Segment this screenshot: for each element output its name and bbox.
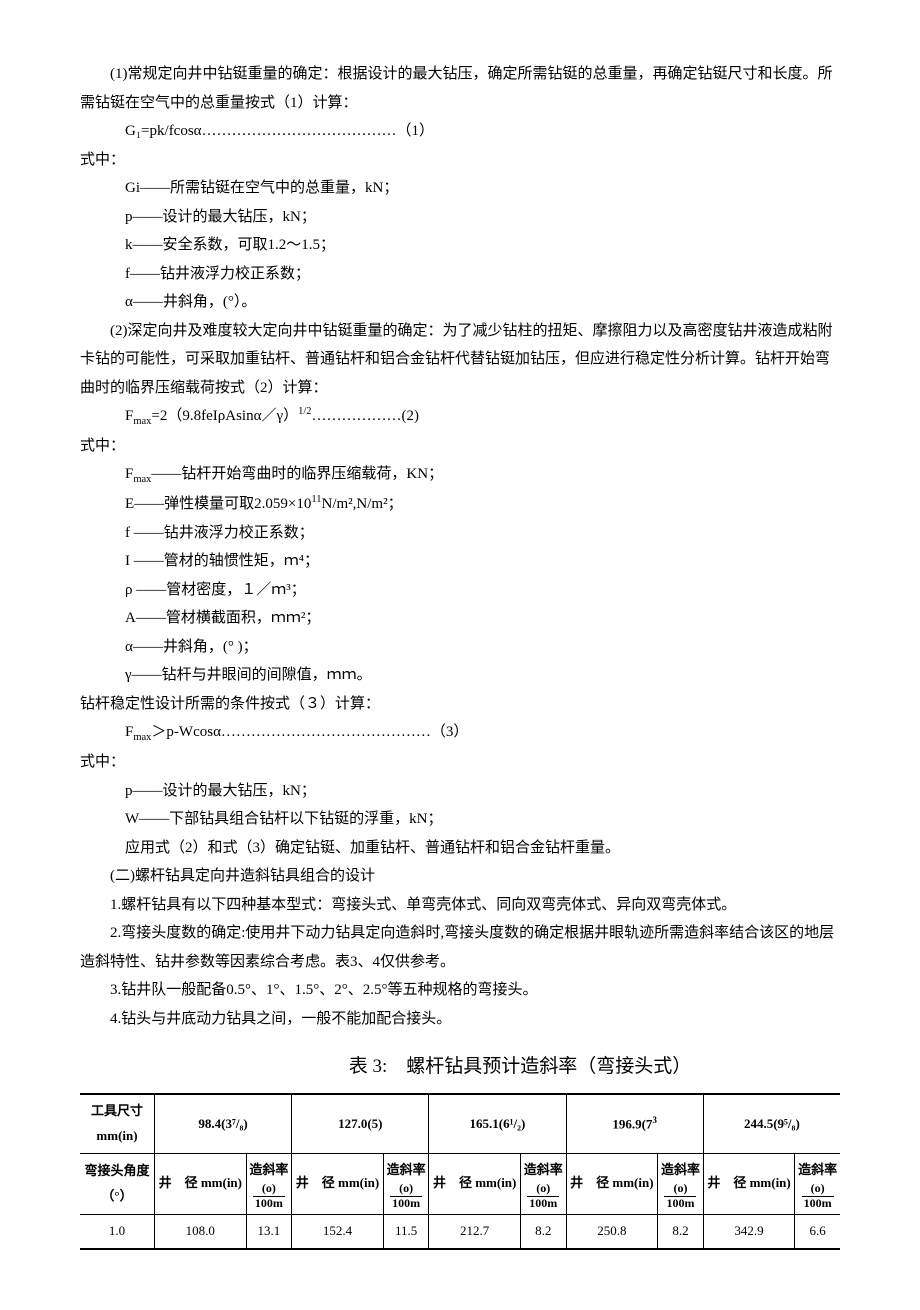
th-size-5: 244.5(9⁵/₈): [703, 1094, 840, 1153]
def-3c: 应用式（2）和式（3）确定钻铤、加重钻杆、普通钻杆和铝合金钻杆重量。: [80, 834, 840, 863]
th-dia-4: 井 径 mm(in): [566, 1153, 658, 1214]
d2b-exp: 11: [311, 494, 321, 505]
rate-label: 造斜率: [798, 1162, 837, 1177]
s2-p2: 2.弯接头度数的确定:使用井下动力钻具定向造斜时,弯接头度数的确定根据井眼轨迹所…: [80, 919, 840, 976]
th-dia-1: 井 径 mm(in): [155, 1153, 247, 1214]
s2-p1: 1.螺杆钻具有以下四种基本型式：弯接头式、单弯壳体式、同向双弯壳体式、异向双弯壳…: [80, 891, 840, 920]
f3-sub: max: [133, 732, 151, 743]
def-3a: p——设计的最大钻压，kN；: [80, 777, 840, 806]
table-row-1: 1.0 108.0 13.1 152.4 11.5 212.7 8.2 250.…: [80, 1214, 840, 1248]
s2-p3: 3.钻井队一般配备0.5°、1°、1.5°、2°、2.5°等五种规格的弯接头。: [80, 976, 840, 1005]
para-3: 钻杆稳定性设计所需的条件按式（３）计算：: [80, 690, 840, 719]
table-3: 工具尺寸 mm(in) 98.4(3⁷/₈) 127.0(5) 165.1(6¹…: [80, 1093, 840, 1249]
th-dia-3: 井 径 mm(in): [429, 1153, 521, 1214]
formula-1: G₁=pk/fcosα…………………………………（1）: [80, 117, 840, 146]
d2b-pre: E——弹性模量可取2.059×10: [125, 496, 311, 512]
shizhong-1: 式中：: [80, 146, 840, 175]
def-1c: k——安全系数，可取1.2～1.5；: [80, 231, 840, 260]
th-size-4: 196.9(73: [566, 1094, 703, 1153]
def-1e: α——井斜角，(°）。: [80, 288, 840, 317]
def-2h: γ——钻杆与井眼间的间隙值，ｍｍ。: [80, 661, 840, 690]
c4-pre: 196.9(7: [612, 1116, 652, 1131]
def-1a: Gi——所需钻铤在空气中的总重量，kN；: [80, 174, 840, 203]
table-row-header-2: 弯接头角度（°） 井 径 mm(in) 造斜率(o)100m 井 径 mm(in…: [80, 1153, 840, 1214]
shizhong-3: 式中：: [80, 748, 840, 777]
th-rate-3: 造斜率(o)100m: [520, 1153, 566, 1214]
rate-den: 100m: [527, 1197, 559, 1210]
def-1b: p——设计的最大钻压，kN；: [80, 203, 840, 232]
rate-den: 100m: [802, 1197, 834, 1210]
th-rate-5: 造斜率(o)100m: [795, 1153, 840, 1214]
table-row-header-1: 工具尺寸 mm(in) 98.4(3⁷/₈) 127.0(5) 165.1(6¹…: [80, 1094, 840, 1153]
formula-2: Fmax=2（9.8feIρAsinα／γ）1/2………………(2): [80, 402, 840, 432]
f2-dots: ………………(2): [312, 408, 420, 424]
formula-3: Fmax＞p-Wcosα……………………………………（3）: [80, 718, 840, 748]
th-size-2: 127.0(5): [292, 1094, 429, 1153]
f2-sub: max: [133, 416, 151, 427]
cell-c5-dia: 342.9: [703, 1214, 795, 1248]
cell-c5-rate: 6.6: [795, 1214, 840, 1248]
s2-p4: 4.钻头与井底动力钻具之间，一般不能加配合接头。: [80, 1005, 840, 1034]
def-2g: α——井斜角，(° )；: [80, 633, 840, 662]
def-2f: A——管材横截面积，ｍｍ²；: [80, 604, 840, 633]
def-2b: E——弹性模量可取2.059×1011N/m²,N/m²；: [80, 490, 840, 519]
para-1: (1)常规定向井中钻铤重量的确定：根据设计的最大钻压，确定所需钻铤的总重量，再确…: [80, 60, 840, 117]
cell-c3-rate: 8.2: [520, 1214, 566, 1248]
table-3-title: 表 3: 螺杆钻具预计造斜率（弯接头式）: [80, 1049, 840, 1085]
rate-den: 100m: [664, 1197, 696, 1210]
cell-c1-dia: 108.0: [155, 1214, 247, 1248]
rate-label: 造斜率: [249, 1162, 288, 1177]
rate-label: 造斜率: [524, 1162, 563, 1177]
def-2d: I ——管材的轴惯性矩，ｍ⁴；: [80, 547, 840, 576]
d2b-post: N/m²,N/m²；: [322, 496, 403, 512]
th-dia-5: 井 径 mm(in): [703, 1153, 795, 1214]
th-dia-2: 井 径 mm(in): [292, 1153, 384, 1214]
th-tool: 工具尺寸 mm(in): [80, 1094, 155, 1153]
shizhong-2: 式中：: [80, 432, 840, 461]
cell-c2-rate: 11.5: [383, 1214, 429, 1248]
f2-exp: 1/2: [298, 406, 311, 417]
def-1d: f——钻井液浮力校正系数；: [80, 260, 840, 289]
d2a-sub: max: [133, 474, 151, 485]
th-rate-4: 造斜率(o)100m: [658, 1153, 704, 1214]
d2a-post: ——钻杆开始弯曲时的临界压缩载荷，KN；: [151, 466, 443, 482]
def-2e: ρ ——管材密度，１／ｍ³；: [80, 576, 840, 605]
def-2c: f ——钻井液浮力校正系数；: [80, 519, 840, 548]
cell-angle: 1.0: [80, 1214, 155, 1248]
def-3b: W——下部钻具组合钻杆以下钻铤的浮重，kN；: [80, 805, 840, 834]
rate-den: 100m: [253, 1197, 285, 1210]
cell-c1-rate: 13.1: [246, 1214, 292, 1248]
para-2: (2)深定向井及难度较大定向井中钻铤重量的确定：为了减少钻柱的扭矩、摩擦阻力以及…: [80, 317, 840, 403]
section-2: (二)螺杆钻具定向井造斜钻具组合的设计: [80, 862, 840, 891]
rate-label: 造斜率: [661, 1162, 700, 1177]
cell-c3-dia: 212.7: [429, 1214, 521, 1248]
rate-label: 造斜率: [387, 1162, 426, 1177]
rate-den: 100m: [390, 1197, 422, 1210]
cell-c4-dia: 250.8: [566, 1214, 658, 1248]
c4-sup: 3: [652, 1115, 657, 1125]
def-2a: Fmax——钻杆开始弯曲时的临界压缩载荷，KN；: [80, 460, 840, 490]
th-size-3: 165.1(6¹/₂): [429, 1094, 566, 1153]
th-bend: 弯接头角度（°）: [80, 1153, 155, 1214]
th-rate-1: 造斜率(o)100m: [246, 1153, 292, 1214]
th-size-1: 98.4(3⁷/₈): [155, 1094, 292, 1153]
cell-c2-dia: 152.4: [292, 1214, 384, 1248]
th-rate-2: 造斜率(o)100m: [383, 1153, 429, 1214]
f2-post: =2（9.8feIρAsinα／γ）: [151, 408, 298, 424]
f3-post: ＞p-Wcosα……………………………………（3）: [151, 724, 468, 740]
cell-c4-rate: 8.2: [658, 1214, 704, 1248]
